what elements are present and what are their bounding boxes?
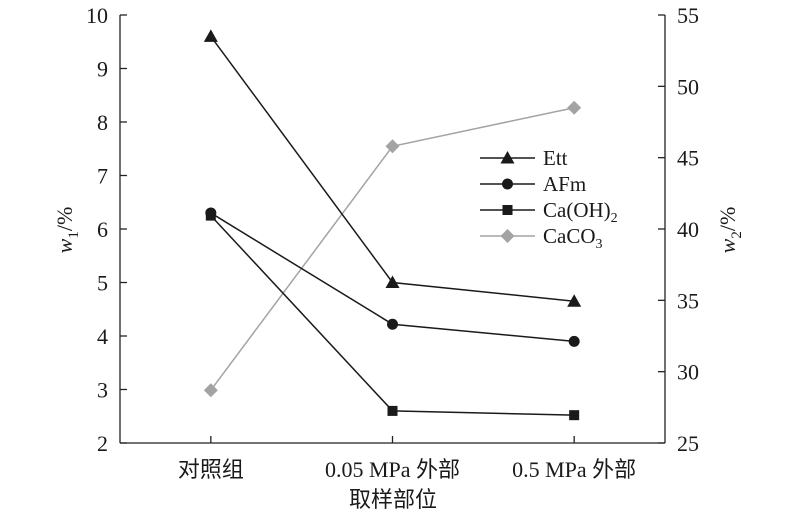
x-axis-title: 取样部位 bbox=[349, 487, 437, 512]
legend-label: Ett bbox=[543, 146, 568, 170]
y-left-tick-label: 5 bbox=[97, 271, 108, 296]
y-left-tick-label: 10 bbox=[86, 3, 108, 28]
y-axis-right-title: w2/% bbox=[715, 207, 745, 254]
legend-marker bbox=[502, 178, 513, 190]
y-left-tick-label: 9 bbox=[97, 57, 108, 82]
y-left-tick-label: 2 bbox=[97, 431, 108, 456]
legend-marker bbox=[502, 205, 513, 215]
y-right-tick-label: 55 bbox=[677, 3, 699, 28]
data-point bbox=[205, 210, 216, 221]
data-point bbox=[567, 294, 582, 307]
y-left-tick-label: 7 bbox=[97, 164, 108, 189]
series-square bbox=[205, 210, 580, 421]
legend-label-text: Ett bbox=[543, 146, 568, 170]
series-line bbox=[210, 35, 575, 302]
y-right-tick-label: 25 bbox=[677, 431, 699, 456]
y-axis-left-title: w1/% bbox=[52, 207, 82, 254]
y-right-var: w bbox=[715, 238, 740, 253]
legend-marker bbox=[500, 229, 515, 243]
series-diamond bbox=[203, 100, 582, 398]
series-circle bbox=[205, 207, 580, 347]
y-left-var: w bbox=[52, 238, 77, 253]
legend-label: Ca(OH)2 bbox=[543, 198, 618, 226]
legend-label-text: CaCO bbox=[543, 224, 596, 248]
y-left-sub: 1 bbox=[66, 231, 82, 239]
legend-label: CaCO3 bbox=[543, 224, 603, 252]
legend-item: Ett bbox=[480, 146, 568, 170]
data-point bbox=[387, 318, 398, 330]
y-left-tick-label: 4 bbox=[97, 324, 108, 349]
legend-label-text: Ca(OH) bbox=[543, 198, 611, 222]
data-point bbox=[569, 410, 580, 421]
data-point bbox=[203, 383, 218, 398]
legend-item: CaCO3 bbox=[480, 224, 603, 252]
y-left-tick-label: 8 bbox=[97, 110, 108, 135]
legend-label-text: AFm bbox=[543, 172, 586, 196]
legend-marker bbox=[500, 151, 515, 164]
y-right-tick-label: 35 bbox=[677, 288, 699, 313]
legend-label-sub: 2 bbox=[611, 211, 618, 226]
y-right-tick-label: 45 bbox=[677, 146, 699, 171]
legend-label-sub: 3 bbox=[596, 237, 603, 252]
data-point bbox=[385, 139, 400, 154]
y-right-tick-label: 40 bbox=[677, 217, 699, 242]
data-point bbox=[203, 29, 218, 42]
y-left-tick-label: 6 bbox=[97, 217, 108, 242]
data-point bbox=[567, 100, 582, 115]
legend-label: AFm bbox=[543, 172, 586, 196]
data-point bbox=[387, 405, 398, 416]
legend-item: AFm bbox=[480, 172, 586, 196]
y-right-sub: 2 bbox=[729, 231, 745, 239]
x-tick-label: 0.5 MPa 外部 bbox=[512, 457, 636, 482]
y-left-tick-label: 3 bbox=[97, 378, 108, 403]
x-tick-label: 0.05 MPa 外部 bbox=[325, 457, 460, 482]
y-right-tick-label: 50 bbox=[677, 74, 699, 99]
y-right-unit: /% bbox=[715, 207, 740, 231]
data-point bbox=[568, 335, 580, 347]
series-triangle bbox=[203, 29, 582, 307]
y-right-tick-label: 30 bbox=[677, 360, 699, 385]
series-layer bbox=[203, 29, 582, 421]
y-left-unit: /% bbox=[52, 207, 77, 231]
x-tick-label: 对照组 bbox=[178, 457, 244, 482]
data-point bbox=[385, 275, 400, 288]
legend-item: Ca(OH)2 bbox=[480, 198, 618, 226]
